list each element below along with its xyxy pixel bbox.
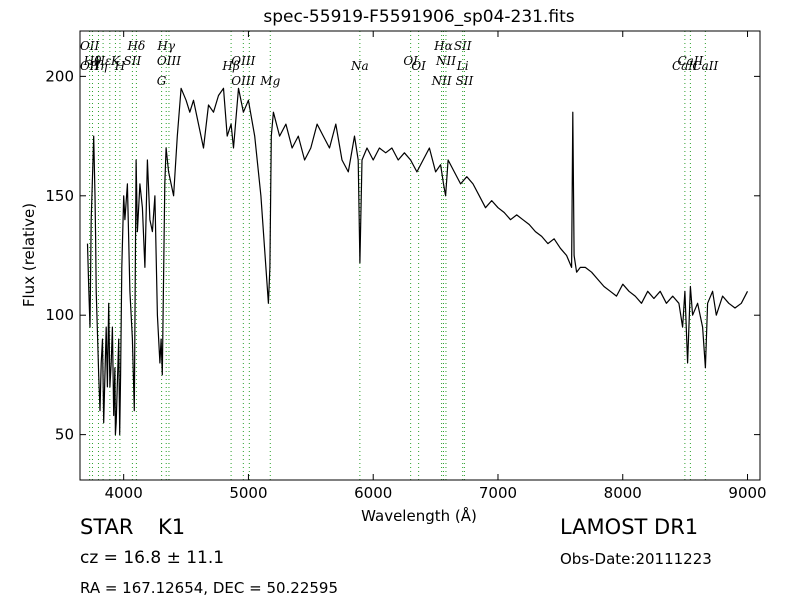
line-marker-label: OIII [157,54,181,68]
x-tick-label: 6000 [354,484,392,502]
line-marker-label: CaII [672,59,698,73]
line-marker-label: CaII [692,59,718,73]
redshift-value: cz = 16.8 ± 11.1 [80,548,225,568]
axis-ticks: 4000 5000 6000 7000 8000 9000 50 100 150 200 [45,31,767,502]
sky-coordinates: RA = 167.12654, DEC = 50.22595 [80,579,339,597]
survey-name: LAMOST DR1 [560,515,699,539]
line-marker-label: SII [124,54,142,68]
line-marker-label: H [114,59,126,73]
object-type: STAR [80,515,134,539]
spectrum-series [86,87,749,436]
line-marker-label: SII [456,74,474,88]
y-axis-label: Flux (relative) [20,203,38,307]
line-marker-label: Hη [89,59,108,73]
y-tick-label: 50 [55,426,74,444]
line-marker-label: OII [80,59,100,73]
line-marker-label: Hδ [127,39,146,53]
line-marker-label: Hε [94,54,112,68]
line-marker-label: Hθ [83,54,102,68]
x-tick-label: 9000 [728,484,766,502]
line-marker-label: Hα [433,39,453,53]
plot-frame [79,30,761,481]
y-tick-label: 100 [45,306,74,324]
x-tick-label: 7000 [479,484,517,502]
line-marker-label: OIII [231,74,255,88]
line-marker-label: K [110,54,121,68]
line-marker-label: Mg [259,74,280,88]
object-subclass: K1 [158,515,186,539]
x-tick-label: 5000 [229,484,267,502]
y-tick-label: 150 [45,187,74,205]
line-marker-label: SII [454,39,472,53]
line-marker-label: OI [403,54,418,68]
line-marker-label: NII [431,74,452,88]
line-marker-label: OI [411,59,426,73]
spectrum-line [86,87,749,436]
line-marker-label: OII [80,39,100,53]
line-marker-label: Li [456,59,469,73]
line-marker-label: Hβ [221,59,239,73]
x-tick-label: 8000 [604,484,642,502]
line-marker-label: NII [435,54,456,68]
line-marker-label: OIII [231,54,255,68]
line-marker-label: Na [350,59,369,73]
chart-title: spec-55919-F5591906_sp04-231.fits [263,7,574,27]
x-axis-label: Wavelength (Å) [361,506,477,525]
line-marker-label: G [157,74,167,88]
y-tick-label: 200 [45,67,74,85]
line-marker-label: CaII [677,54,703,68]
x-tick-label: 4000 [105,484,143,502]
line-marker-label: Hγ [156,39,175,53]
observation-date: Obs-Date:20111223 [560,550,712,568]
